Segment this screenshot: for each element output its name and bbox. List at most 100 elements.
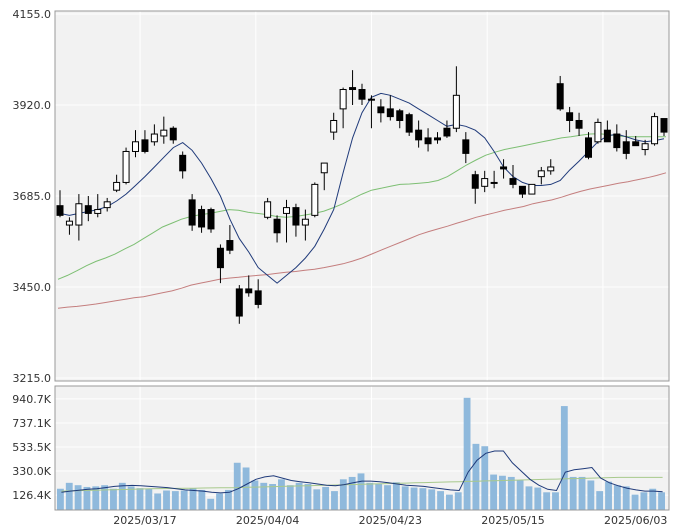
candle-body-down bbox=[396, 110, 404, 121]
candle bbox=[386, 95, 394, 121]
volume-bar bbox=[366, 482, 374, 510]
candle-body-down bbox=[179, 154, 187, 172]
candle bbox=[660, 118, 668, 136]
candle-body-down bbox=[169, 127, 177, 141]
date-tick-label: 2025/04/04 bbox=[236, 514, 299, 527]
price-moving-averages bbox=[57, 92, 667, 309]
candle bbox=[452, 66, 460, 133]
candle-body-up bbox=[75, 203, 83, 226]
candle bbox=[537, 166, 545, 185]
candle bbox=[651, 112, 659, 146]
volume-bar bbox=[560, 406, 568, 510]
volume-y-axis-labels: 126.4K 330.0K 533.5K 737.1K 940.7K bbox=[12, 393, 51, 502]
volume-bar bbox=[92, 486, 100, 510]
candle-body-down bbox=[245, 288, 253, 294]
volume-bar bbox=[154, 493, 162, 510]
price-tick-label: 3920.0 bbox=[13, 99, 52, 112]
price-tick-label: 3685.0 bbox=[13, 190, 52, 203]
candle bbox=[226, 225, 234, 255]
candle-body-up bbox=[537, 170, 545, 178]
candle bbox=[330, 112, 338, 140]
price-grid bbox=[55, 11, 669, 381]
volume-bar bbox=[242, 467, 250, 510]
candle-body-up bbox=[103, 201, 111, 209]
volume-bar bbox=[490, 474, 498, 510]
candle bbox=[122, 147, 130, 185]
candle bbox=[103, 197, 111, 212]
volume-tick-label: 330.0K bbox=[12, 465, 51, 478]
candle bbox=[254, 279, 262, 309]
candle-body-up bbox=[320, 162, 328, 174]
volume-bar bbox=[110, 488, 117, 510]
candle bbox=[132, 130, 139, 158]
candle-body-down bbox=[188, 199, 196, 226]
candle-body-down bbox=[377, 106, 385, 114]
candle bbox=[367, 95, 375, 129]
candle bbox=[198, 205, 206, 233]
candle bbox=[528, 183, 536, 195]
volume-bar bbox=[596, 491, 604, 510]
candle-body-up bbox=[94, 209, 102, 214]
volume-bar bbox=[118, 482, 126, 510]
candle-body-down bbox=[613, 133, 621, 149]
volume-bar bbox=[198, 489, 206, 510]
candle bbox=[632, 135, 640, 147]
price-panel-frame bbox=[54, 10, 670, 382]
candle bbox=[141, 130, 149, 154]
price-y-axis-labels: 3215.0 3450.0 3685.0 3920.0 4155.0 bbox=[13, 8, 52, 385]
volume-bar bbox=[216, 493, 223, 510]
candle bbox=[311, 182, 319, 218]
volume-bar bbox=[578, 476, 586, 510]
candle-body-down bbox=[471, 174, 479, 189]
candle bbox=[160, 116, 168, 144]
date-tick-label: 2025/04/23 bbox=[359, 514, 422, 527]
volume-bar bbox=[419, 488, 427, 510]
volume-bar bbox=[463, 397, 471, 510]
volume-bar bbox=[207, 498, 215, 510]
candle bbox=[283, 199, 290, 243]
candle-body-down bbox=[566, 112, 574, 121]
candle-body-down bbox=[509, 178, 517, 185]
volume-bar bbox=[171, 491, 179, 510]
candle bbox=[481, 170, 489, 193]
candle bbox=[594, 118, 602, 144]
candle-body-down bbox=[56, 205, 64, 216]
price-tick-label: 4155.0 bbox=[13, 8, 52, 21]
candle-body-up bbox=[452, 94, 460, 129]
candle bbox=[434, 132, 441, 144]
volume-bar bbox=[507, 476, 515, 510]
volume-bar bbox=[649, 488, 657, 510]
candle-body-down bbox=[518, 185, 526, 195]
volume-tick-label: 940.7K bbox=[12, 393, 51, 406]
candle-body-down bbox=[622, 141, 630, 154]
candle-body-down bbox=[358, 89, 366, 100]
candle bbox=[273, 215, 281, 243]
candle-body-down bbox=[462, 139, 470, 154]
volume-bar bbox=[472, 443, 480, 510]
candle-body-up bbox=[283, 207, 290, 214]
candlestick-series bbox=[56, 66, 668, 324]
candle-body-up bbox=[547, 166, 555, 172]
volume-bar bbox=[348, 476, 356, 510]
volume-moving-averages bbox=[61, 450, 663, 494]
candle bbox=[622, 130, 630, 160]
volume-bar bbox=[410, 487, 418, 510]
volume-bar bbox=[189, 488, 197, 510]
candle bbox=[603, 120, 611, 143]
volume-bar bbox=[543, 492, 551, 510]
volume-bar bbox=[658, 492, 665, 510]
candle bbox=[264, 197, 272, 220]
volume-ma-short-line bbox=[61, 450, 663, 494]
volume-bar bbox=[428, 489, 436, 510]
volume-panel-frame bbox=[54, 385, 670, 511]
volume-bar bbox=[163, 490, 170, 510]
candle bbox=[150, 124, 158, 146]
candle-body-down bbox=[349, 87, 357, 91]
volume-bar bbox=[392, 482, 400, 510]
volume-bar bbox=[304, 484, 312, 510]
price-tick-label: 3450.0 bbox=[13, 281, 52, 294]
candle bbox=[75, 194, 83, 241]
volume-bar bbox=[331, 491, 338, 510]
volume-bar bbox=[516, 480, 524, 510]
